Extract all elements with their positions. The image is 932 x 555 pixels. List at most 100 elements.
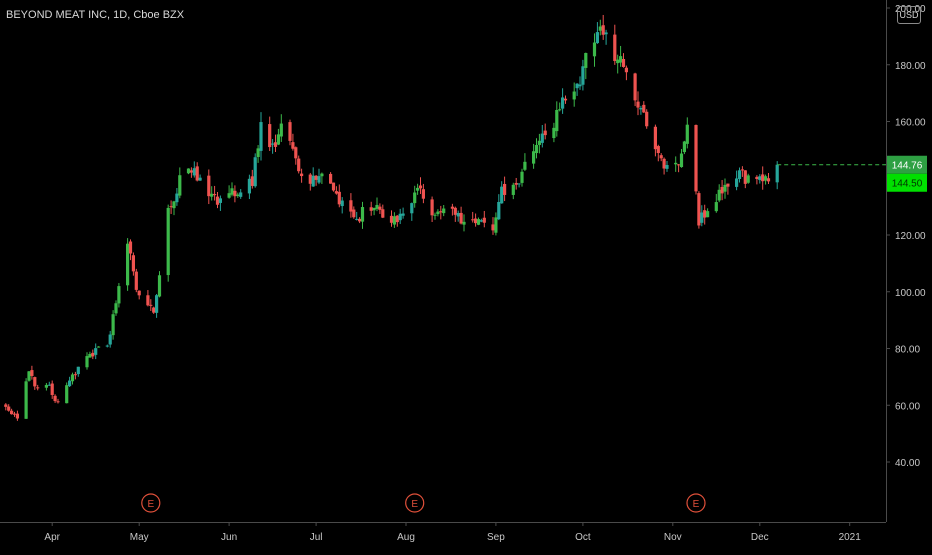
- price-axis[interactable]: 40.0060.0080.00100.00120.00140.00160.001…: [886, 0, 926, 522]
- secondary-price-label-bg: [887, 173, 927, 192]
- candle: [416, 183, 420, 195]
- earnings-marker[interactable]: E: [141, 493, 161, 513]
- candle: [166, 204, 170, 282]
- candle: [581, 59, 585, 91]
- candle: [601, 14, 605, 40]
- candle: [276, 128, 280, 146]
- candle: [134, 268, 138, 293]
- candle-body: [714, 202, 718, 212]
- time-tick-label: Jun: [221, 532, 237, 543]
- candle-body: [656, 146, 660, 154]
- candle-body: [152, 307, 156, 313]
- candle-body: [740, 169, 744, 171]
- earnings-marker[interactable]: E: [686, 493, 706, 513]
- candle: [392, 212, 396, 228]
- candle-body: [30, 370, 34, 376]
- candle-body: [746, 175, 750, 183]
- candle: [700, 205, 704, 227]
- candle-body: [340, 200, 344, 207]
- candle-body: [766, 178, 771, 182]
- candle-body: [479, 220, 483, 222]
- candle-body: [743, 170, 747, 184]
- candle: [665, 160, 669, 172]
- candle: [398, 208, 402, 225]
- candle: [401, 207, 405, 219]
- candle-body: [462, 221, 466, 225]
- candle: [256, 145, 260, 163]
- candle: [746, 173, 750, 184]
- candle: [128, 239, 133, 261]
- candle-body: [50, 383, 54, 395]
- candle-body: [659, 155, 663, 159]
- candle-body: [47, 384, 51, 386]
- candle-body: [735, 178, 739, 187]
- candle: [227, 185, 231, 199]
- candle-body: [117, 286, 121, 304]
- price-tick-label: 160.00: [895, 118, 926, 129]
- candle: [56, 398, 60, 404]
- candle: [271, 139, 275, 154]
- candle-body: [236, 194, 240, 197]
- last-price-label-text: 144.76: [892, 161, 923, 172]
- candle: [439, 205, 443, 220]
- candle-body: [279, 123, 283, 137]
- candle: [503, 176, 507, 202]
- candle-body: [239, 192, 243, 197]
- candle: [105, 344, 109, 348]
- candle-body: [558, 109, 562, 111]
- candle: [616, 54, 620, 74]
- price-tick-label: 200.00: [895, 4, 926, 15]
- candle-body: [15, 413, 19, 419]
- candle: [703, 204, 707, 225]
- candle-body: [349, 200, 353, 212]
- candle-body: [381, 209, 385, 218]
- candle: [152, 306, 156, 314]
- candle: [619, 45, 623, 67]
- candle: [297, 155, 301, 174]
- candle: [331, 182, 336, 192]
- candle-body: [537, 140, 541, 145]
- time-axis[interactable]: Apr May Jun Jul Aug Sep Oct Nov Dec 2021: [0, 522, 886, 543]
- candle-body: [616, 59, 620, 64]
- candle: [15, 410, 19, 421]
- last-price-label: 144.76: [887, 155, 927, 174]
- candle: [186, 168, 191, 175]
- candle: [685, 117, 689, 149]
- candle-body: [375, 204, 379, 209]
- candle: [682, 140, 686, 155]
- candle: [218, 195, 222, 211]
- candle: [511, 182, 515, 200]
- candle: [311, 167, 315, 187]
- time-tick-label: Aug: [397, 532, 415, 543]
- candle: [436, 209, 440, 217]
- candle: [584, 52, 588, 80]
- candle: [740, 166, 744, 177]
- currency-button[interactable]: USD: [897, 6, 921, 24]
- earnings-marker[interactable]: E: [405, 493, 425, 513]
- candle: [352, 206, 356, 219]
- candle-body: [592, 42, 597, 57]
- candle-body: [65, 385, 69, 404]
- candle: [340, 197, 344, 214]
- candle-body: [476, 219, 481, 225]
- candle: [758, 174, 762, 184]
- candle: [172, 200, 176, 216]
- candle: [10, 408, 14, 415]
- candle: [192, 161, 196, 178]
- earnings-circle: [141, 493, 161, 513]
- candle: [65, 382, 69, 404]
- candle-body: [207, 175, 211, 197]
- candle: [474, 213, 478, 227]
- candle-body: [369, 207, 373, 211]
- candle-body: [474, 218, 478, 224]
- candle-body: [613, 34, 617, 61]
- candle-body: [68, 380, 72, 387]
- candle-body: [53, 395, 57, 402]
- candle-body: [189, 170, 193, 173]
- candle-body: [706, 211, 710, 218]
- candle-body: [215, 196, 220, 205]
- candle-body: [169, 206, 173, 208]
- candle-body: [192, 168, 196, 176]
